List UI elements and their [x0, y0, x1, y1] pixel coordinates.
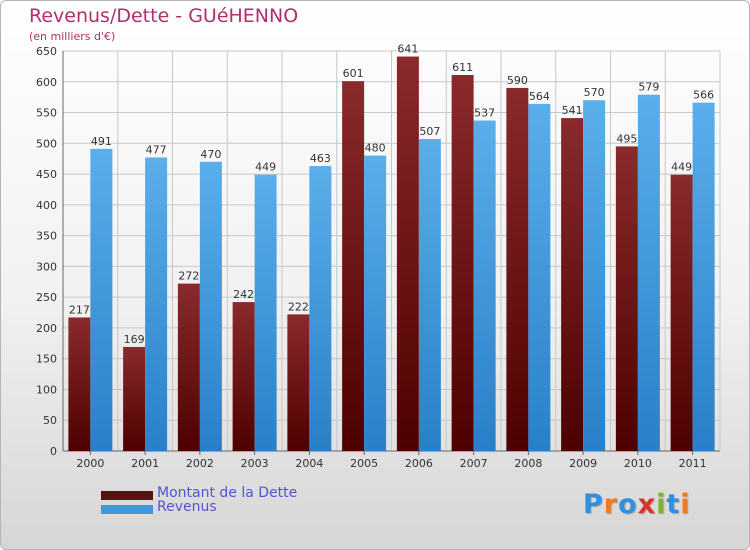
y-tick-label: 500	[36, 137, 57, 150]
bar-dette	[451, 75, 474, 451]
bar-dette	[177, 283, 200, 451]
bar-revenus	[364, 155, 387, 451]
data-label-dette: 272	[178, 270, 199, 283]
data-label-dette: 601	[343, 67, 364, 80]
bar-revenus	[199, 161, 222, 451]
bar-dette	[561, 118, 584, 452]
y-tick-label: 50	[43, 414, 57, 427]
x-tick-label: 2005	[350, 457, 378, 470]
bar-revenus	[637, 94, 660, 451]
data-label-dette: 217	[69, 303, 90, 316]
bar-dette	[615, 146, 638, 451]
bar-revenus	[473, 120, 496, 452]
y-tick-label: 0	[50, 445, 57, 458]
bar-revenus	[692, 102, 715, 451]
data-label-dette: 449	[671, 161, 692, 174]
bar-revenus	[309, 166, 332, 452]
y-tick-label: 450	[36, 168, 57, 181]
data-label-revenus: 537	[474, 107, 495, 120]
y-tick-label: 200	[36, 322, 57, 335]
x-tick-label: 2011	[679, 457, 707, 470]
x-tick-label: 2000	[76, 457, 104, 470]
data-label-revenus: 491	[91, 135, 112, 148]
legend-swatch-revenus	[101, 505, 153, 514]
data-label-revenus: 570	[584, 86, 605, 99]
bar-dette	[670, 174, 693, 451]
bar-dette	[123, 347, 146, 451]
data-label-dette: 242	[233, 288, 254, 301]
bar-revenus	[528, 103, 551, 451]
proxiti-logo: Proxiti	[583, 489, 691, 520]
data-label-dette: 169	[124, 333, 145, 346]
logo-letter: t	[666, 489, 681, 520]
data-label-dette: 495	[616, 132, 637, 145]
bar-dette	[68, 317, 91, 451]
logo-letter: x	[637, 489, 657, 520]
x-tick-label: 2002	[186, 457, 214, 470]
legend-label-dette: Montant de la Dette	[157, 485, 298, 501]
chart-subtitle: (en milliers d'€)	[29, 30, 116, 43]
x-tick-label: 2008	[514, 457, 542, 470]
data-label-revenus: 507	[419, 125, 440, 138]
logo-letter: i	[680, 489, 691, 520]
y-tick-label: 400	[36, 199, 57, 212]
bar-revenus	[254, 174, 277, 451]
bar-revenus	[90, 148, 113, 451]
logo-letter: r	[603, 489, 619, 520]
y-tick-label: 550	[36, 107, 57, 120]
y-tick-label: 600	[36, 76, 57, 89]
y-tick-label: 150	[36, 353, 57, 366]
data-label-dette: 541	[562, 104, 583, 117]
bar-dette	[506, 87, 529, 451]
x-tick-label: 2007	[460, 457, 488, 470]
logo-letter: P	[583, 489, 604, 520]
bar-revenus	[145, 157, 168, 451]
y-tick-label: 650	[36, 45, 57, 58]
data-label-dette: 641	[397, 43, 418, 56]
data-label-dette: 590	[507, 74, 528, 87]
x-tick-label: 2009	[569, 457, 597, 470]
logo-letter: o	[618, 489, 638, 520]
x-tick-label: 2001	[131, 457, 159, 470]
data-label-revenus: 477	[146, 143, 167, 156]
data-label-revenus: 480	[365, 142, 386, 155]
data-label-dette: 611	[452, 61, 473, 74]
x-tick-label: 2010	[624, 457, 652, 470]
data-label-revenus: 470	[200, 148, 221, 161]
data-label-revenus: 564	[529, 90, 550, 103]
bar-revenus	[418, 139, 441, 451]
bar-dette	[287, 314, 310, 451]
data-label-dette: 222	[288, 300, 309, 313]
logo-letter: i	[656, 489, 667, 520]
y-tick-label: 100	[36, 383, 57, 396]
chart-title: Revenus/Dette - GUéHENNO	[29, 5, 299, 27]
data-label-revenus: 449	[255, 161, 276, 174]
x-tick-label: 2006	[405, 457, 433, 470]
legend-label-revenus: Revenus	[157, 499, 217, 515]
data-label-revenus: 463	[310, 152, 331, 165]
bar-dette	[232, 302, 255, 451]
x-tick-label: 2003	[241, 457, 269, 470]
y-tick-label: 300	[36, 260, 57, 273]
x-tick-label: 2004	[295, 457, 323, 470]
bar-revenus	[583, 100, 606, 451]
data-label-revenus: 579	[638, 81, 659, 94]
y-tick-label: 250	[36, 291, 57, 304]
data-label-revenus: 566	[693, 89, 714, 102]
bar-dette	[396, 56, 419, 452]
bar-dette	[342, 81, 365, 452]
legend-swatch-dette	[101, 491, 153, 500]
y-tick-label: 350	[36, 230, 57, 243]
